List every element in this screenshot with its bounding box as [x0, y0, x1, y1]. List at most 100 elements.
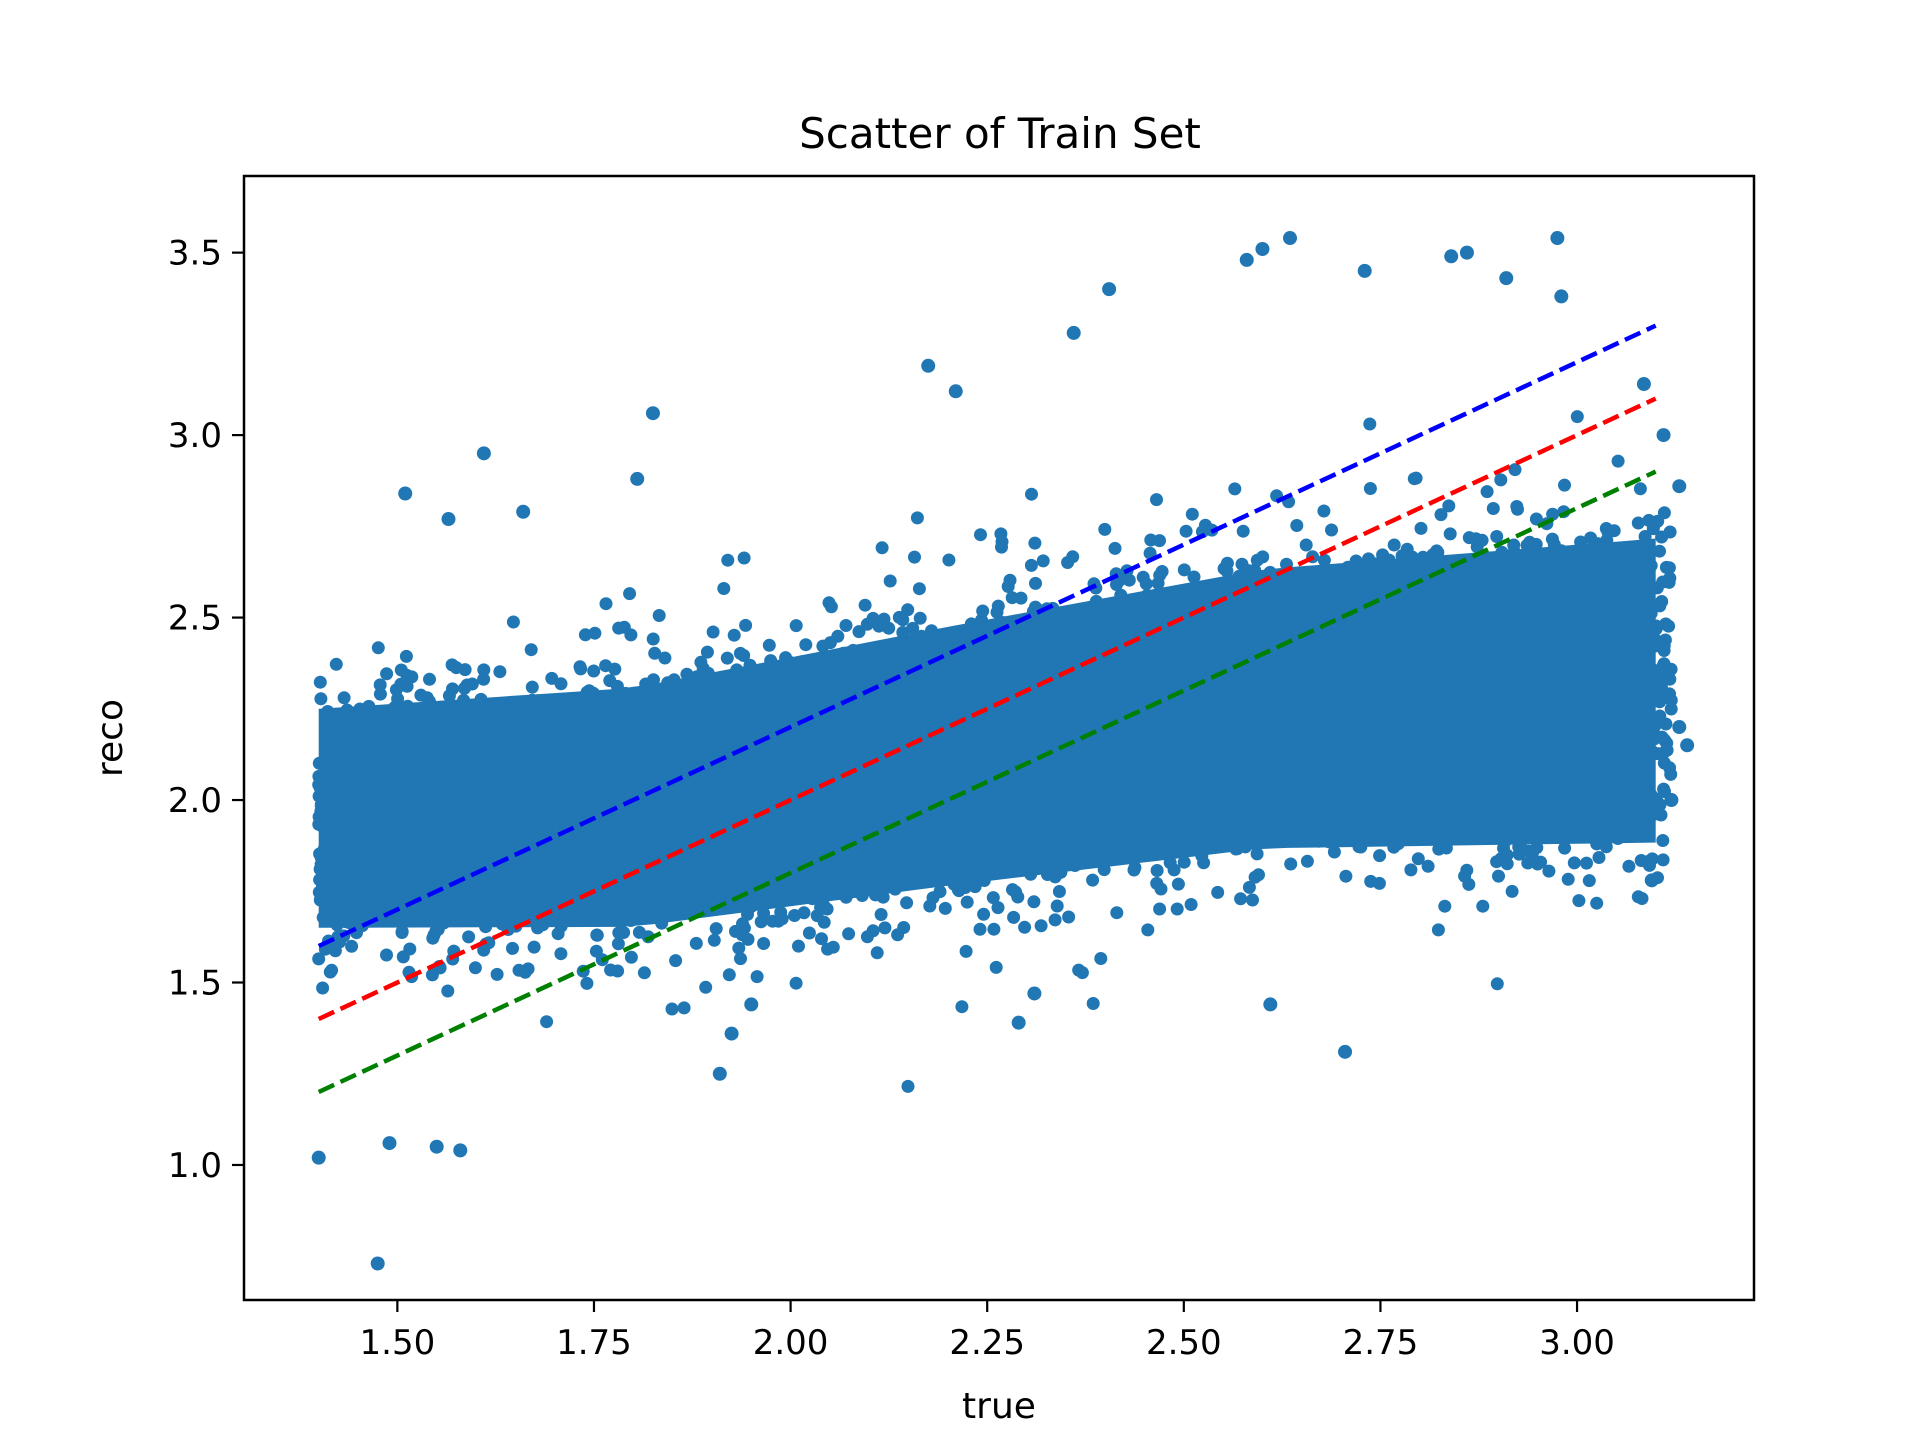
scatter-point: [536, 867, 550, 881]
scatter-point: [1430, 544, 1444, 558]
scatter-point: [1167, 753, 1181, 767]
scatter-point: [900, 896, 914, 910]
scatter-point: [828, 802, 841, 816]
scatter-point: [1212, 627, 1226, 641]
scatter-point: [1418, 613, 1432, 627]
scatter-point: [1263, 722, 1277, 736]
scatter-point: [1398, 661, 1412, 675]
scatter-point: [546, 801, 560, 815]
scatter-point: [1291, 574, 1305, 588]
scatter-point: [681, 747, 695, 761]
scatter-point: [669, 688, 683, 702]
scatter-point: [1480, 747, 1494, 761]
scatter-point: [324, 758, 338, 771]
scatter-point: [462, 930, 476, 944]
scatter-point: [506, 615, 520, 629]
scatter-point: [580, 976, 594, 990]
scatter-point: [1132, 719, 1145, 733]
scatter-point: [1250, 553, 1264, 567]
scatter-point: [977, 874, 991, 887]
scatter-point: [421, 732, 435, 746]
scatter-point: [393, 727, 407, 741]
scatter-point: [1387, 840, 1401, 854]
scatter-point: [1177, 855, 1191, 869]
scatter-point: [646, 632, 660, 646]
scatter-point: [598, 787, 612, 801]
scatter-point: [1121, 784, 1135, 798]
scatter-point: [337, 691, 351, 705]
scatter-point: [351, 776, 365, 790]
scatter-point: [562, 847, 576, 861]
scatter-point: [448, 771, 462, 784]
scatter-point: [597, 769, 611, 783]
scatter-point: [859, 717, 873, 731]
scatter-point: [669, 759, 683, 773]
scatter-point: [706, 625, 720, 639]
scatter-point: [599, 597, 613, 611]
scatter-point: [984, 754, 998, 767]
scatter-point: [739, 675, 753, 689]
scatter-point: [1372, 876, 1386, 890]
scatter-point: [1159, 636, 1173, 650]
scatter-point: [1385, 642, 1399, 656]
scatter-point: [1376, 548, 1390, 562]
scatter-point: [910, 871, 924, 885]
scatter-point: [1249, 727, 1263, 741]
scatter-point: [665, 865, 678, 879]
scatter-point: [1546, 507, 1560, 521]
scatter-point: [1088, 795, 1102, 809]
scatter-point: [1523, 729, 1537, 743]
scatter-point: [799, 734, 813, 748]
scatter-point: [1570, 636, 1584, 650]
scatter-point: [759, 792, 773, 806]
scatter-point: [1078, 798, 1092, 812]
scatter-point: [1521, 856, 1535, 870]
scatter-point: [1504, 609, 1518, 623]
scatter-point: [852, 625, 866, 639]
scatter-point: [973, 922, 987, 936]
scatter-point: [673, 887, 687, 901]
scatter-point: [722, 968, 736, 982]
scatter-point: [655, 916, 669, 930]
scatter-point: [1411, 654, 1425, 668]
scatter-point: [324, 810, 338, 824]
scatter-point: [1507, 595, 1521, 609]
scatter-point: [498, 717, 512, 731]
scatter-point: [936, 735, 950, 749]
scatter-point: [1228, 482, 1242, 496]
scatter-point: [1154, 882, 1168, 896]
scatter-point: [1526, 562, 1539, 576]
scatter-point: [1395, 608, 1409, 621]
scatter-point: [434, 728, 448, 742]
scatter-point: [1295, 609, 1309, 623]
scatter-point: [1300, 854, 1314, 868]
scatter-point: [1241, 678, 1255, 692]
scatter-point: [1322, 835, 1336, 849]
scatter-point: [975, 648, 989, 662]
scatter-point: [1363, 482, 1377, 495]
scatter-point: [1529, 512, 1543, 526]
scatter-point: [524, 643, 538, 657]
scatter-point: [478, 871, 492, 885]
scatter-point: [1043, 858, 1057, 872]
scatter-point: [463, 729, 477, 743]
scatter-point: [700, 645, 714, 659]
scatter-point: [1381, 659, 1395, 673]
scatter-point: [445, 739, 459, 753]
scatter-point: [1590, 896, 1604, 910]
scatter-point: [804, 822, 818, 836]
scatter-point: [788, 889, 802, 903]
scatter-point: [1157, 829, 1171, 842]
scatter-point: [965, 692, 978, 706]
scatter-point: [1570, 790, 1584, 804]
scatter-point: [457, 693, 471, 707]
scatter-point: [828, 666, 842, 680]
scatter-point: [1584, 612, 1598, 626]
scatter-point: [1405, 564, 1419, 578]
scatter-point: [456, 836, 470, 850]
scatter-point: [660, 699, 674, 713]
scatter-point: [1411, 852, 1425, 866]
scatter-point: [1468, 786, 1482, 800]
scatter-point: [634, 707, 648, 721]
scatter-point: [1155, 565, 1169, 578]
